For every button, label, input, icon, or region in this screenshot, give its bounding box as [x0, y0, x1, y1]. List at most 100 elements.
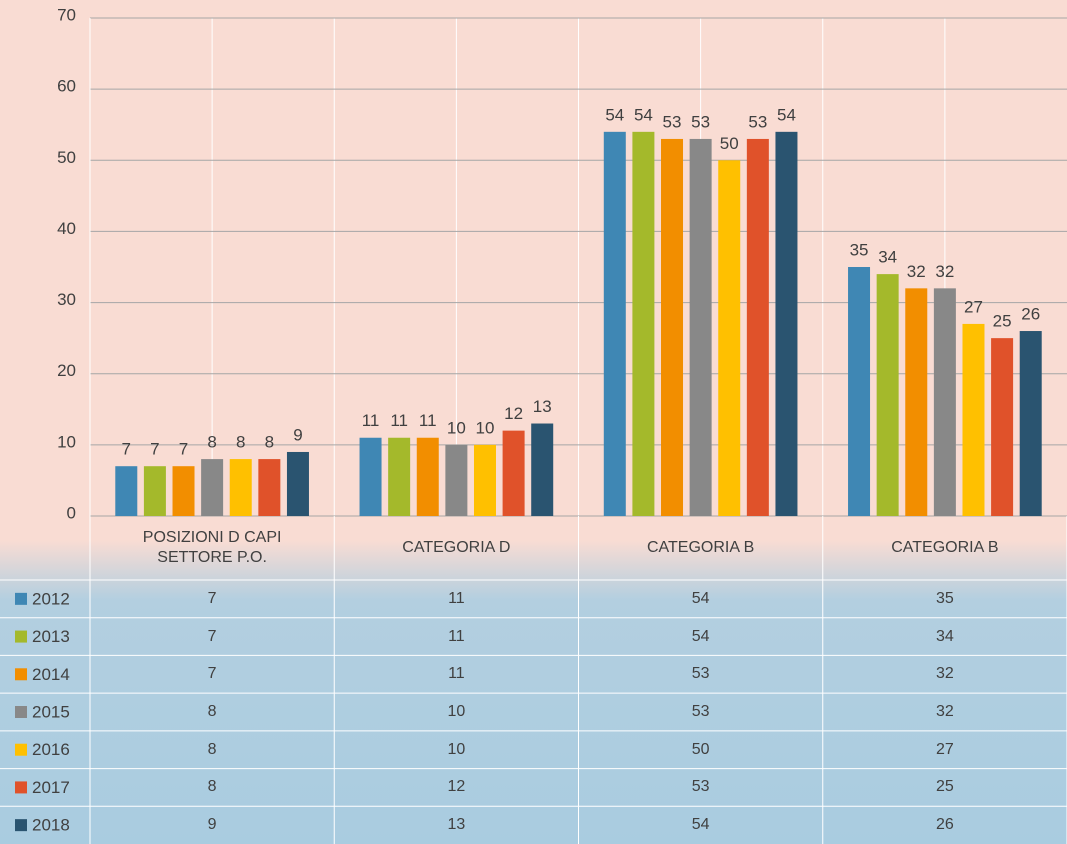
y-tick-label: 70	[57, 5, 76, 24]
data-label: 32	[907, 262, 926, 281]
data-label: 10	[476, 418, 495, 437]
table-cell: 7	[207, 627, 217, 645]
table-cell: 35	[935, 589, 954, 607]
data-label: 27	[964, 297, 983, 316]
data-label: 26	[1021, 305, 1040, 324]
data-label: 8	[236, 433, 245, 452]
legend-swatch	[15, 819, 27, 832]
bar	[143, 466, 166, 516]
bar	[445, 444, 468, 516]
y-tick-label: 50	[57, 148, 76, 167]
data-label: 32	[935, 262, 954, 281]
data-label: 8	[265, 433, 274, 452]
legend-label: 2013	[32, 627, 70, 646]
legend-swatch	[15, 630, 27, 643]
legend-label: 2015	[32, 702, 70, 721]
bar	[229, 459, 252, 516]
table-cell: 10	[447, 740, 466, 758]
data-label: 34	[878, 248, 897, 267]
table-cell: 8	[207, 740, 217, 758]
bar	[286, 451, 309, 516]
bar	[746, 138, 769, 516]
data-label: 7	[179, 440, 188, 459]
table-cell: 54	[691, 627, 710, 645]
data-label: 54	[777, 105, 796, 124]
data-label: 11	[390, 411, 408, 430]
data-label: 50	[720, 134, 739, 153]
table-cell: 12	[447, 778, 466, 796]
legend-swatch	[15, 706, 27, 718]
bar	[416, 437, 439, 516]
bar	[172, 466, 195, 516]
data-label: 25	[993, 312, 1012, 331]
table-cell: 10	[447, 702, 466, 720]
table-cell: 25	[935, 778, 954, 796]
data-label: 10	[447, 418, 466, 437]
data-label: 53	[691, 112, 710, 131]
data-label: 11	[362, 411, 380, 430]
table-cell: 32	[935, 702, 954, 720]
bar	[603, 131, 626, 517]
bar	[359, 437, 382, 516]
bar	[531, 423, 554, 516]
table-cell: 11	[448, 627, 465, 645]
data-label: 8	[207, 433, 216, 452]
legend-label: 2018	[32, 816, 70, 835]
legend-label: 2016	[32, 740, 70, 759]
bar	[661, 138, 684, 516]
bar	[718, 160, 741, 517]
x-tick-label: POSIZIONI D CAPI SETTORE P.O.	[142, 529, 282, 566]
bar	[201, 459, 224, 516]
table-cell: 13	[447, 816, 466, 834]
legend-swatch	[15, 743, 27, 756]
legend-swatch	[15, 592, 27, 605]
table-cell: 11	[448, 665, 465, 683]
bar	[1019, 331, 1042, 516]
y-tick-label: 10	[57, 432, 76, 451]
data-label: 35	[850, 240, 869, 259]
table-cell: 54	[691, 816, 710, 834]
table-cell: 32	[935, 665, 954, 683]
legend-swatch	[15, 781, 27, 794]
data-label: 12	[504, 404, 523, 423]
bar	[388, 437, 411, 516]
data-label: 54	[634, 105, 653, 124]
table-cell: 8	[207, 778, 217, 796]
x-tick-label: CATEGORIA B	[891, 539, 999, 556]
bar	[905, 288, 928, 516]
data-label: 11	[419, 411, 437, 430]
y-tick-label: 20	[57, 361, 76, 380]
legend-swatch	[15, 668, 27, 681]
y-tick-label: 0	[67, 503, 76, 522]
bar	[115, 466, 138, 516]
table-cell: 54	[691, 589, 710, 607]
data-label: 54	[605, 105, 624, 124]
table-cell: 7	[207, 589, 217, 607]
data-label: 9	[293, 425, 302, 444]
table-cell: 8	[207, 702, 217, 720]
legend-label: 2014	[32, 665, 70, 684]
data-label: 53	[663, 112, 682, 131]
data-label: 7	[122, 440, 131, 459]
x-tick-label: CATEGORIA B	[646, 539, 755, 556]
y-tick-label: 60	[57, 77, 76, 96]
bar	[933, 288, 956, 516]
bar	[473, 444, 496, 516]
table-cell: 53	[691, 702, 710, 720]
legend-label: 2017	[32, 778, 70, 797]
table-cell: 53	[691, 665, 710, 683]
table-cell: 53	[691, 778, 710, 796]
legend-label: 2012	[32, 589, 70, 608]
bar	[502, 430, 525, 516]
bar	[962, 323, 985, 516]
bar	[848, 267, 871, 516]
table-cell: 34	[935, 627, 954, 645]
bar	[991, 338, 1014, 516]
data-label: 7	[150, 440, 159, 459]
bar	[258, 459, 281, 516]
bar	[632, 131, 655, 517]
x-tick-label: CATEGORIA D	[402, 539, 511, 556]
data-label: 53	[748, 112, 767, 131]
